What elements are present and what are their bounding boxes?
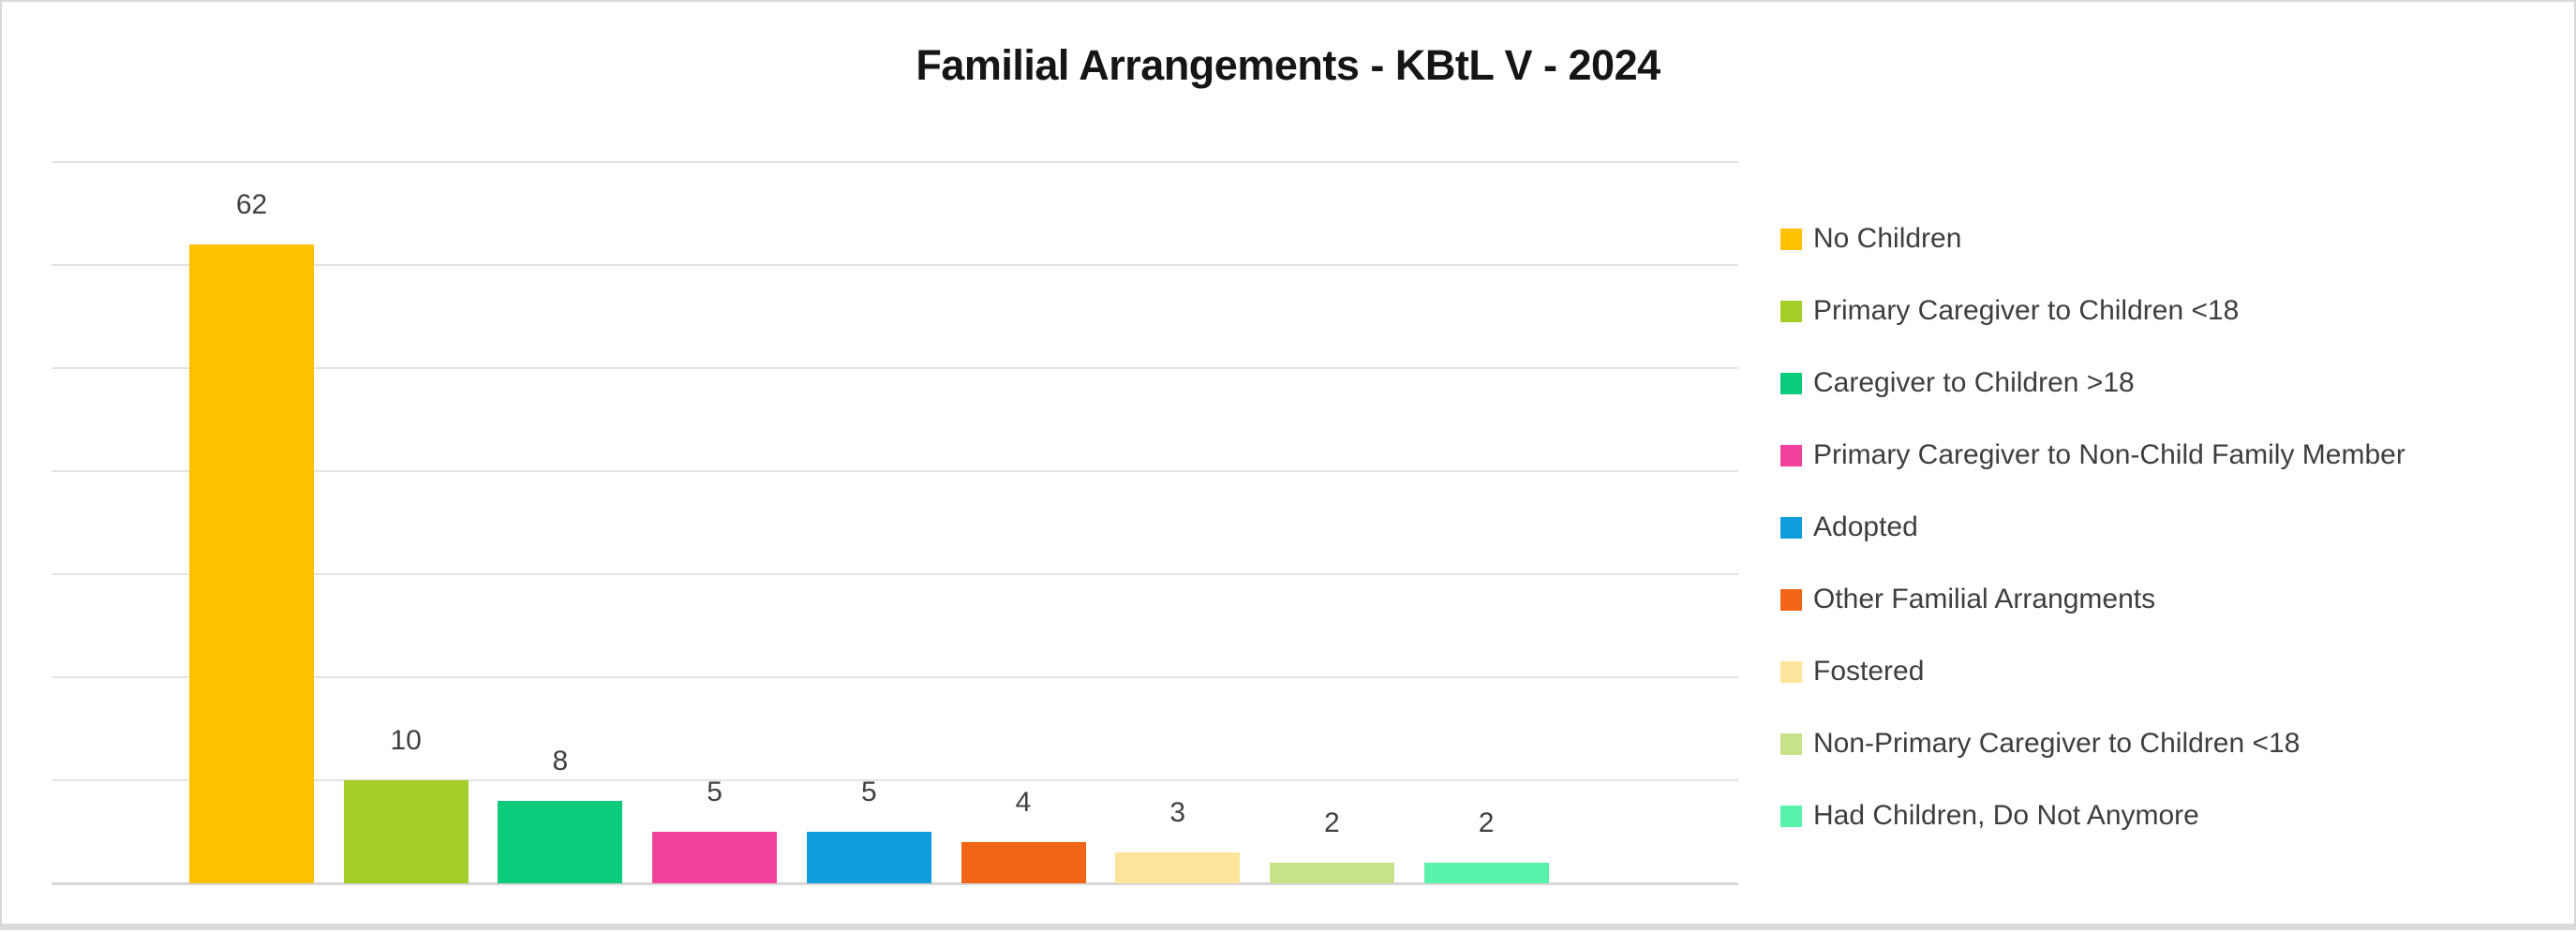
bar-had-children-do-not-anymore: [1423, 863, 1549, 883]
bar-value-label: 10: [390, 725, 422, 756]
bar-other-familial-arrangments: [960, 842, 1086, 883]
legend-label: Non-Primary Caregiver to Children <18: [1813, 728, 2301, 759]
bar-adopted: [806, 832, 931, 883]
legend-item-other-familial-arrangments: Other Familial Arrangments: [1780, 584, 2405, 615]
bar-value-label: 5: [707, 777, 722, 807]
bar-fostered: [1115, 852, 1241, 883]
bar-caregiver-to-children-18: [498, 801, 623, 883]
bar-no-children: [189, 244, 314, 883]
legend-item-caregiver-to-children-18: Caregiver to Children >18: [1780, 367, 2405, 399]
legend-label: Other Familial Arrangments: [1813, 584, 2156, 614]
legend-swatch: [1780, 372, 1802, 394]
legend-swatch: [1780, 588, 1802, 611]
legend-label: Primary Caregiver to Children <18: [1813, 295, 2240, 326]
gridline: [52, 367, 1738, 369]
bar-value-label: 62: [235, 189, 268, 220]
bar-primary-caregiver-to-children-18: [343, 780, 469, 883]
legend-swatch: [1780, 660, 1802, 683]
bar-value-label: 2: [1324, 807, 1340, 838]
bar-value-label: 4: [1015, 787, 1032, 818]
legend-swatch: [1780, 732, 1802, 755]
legend-item-no-children: No Children: [1780, 223, 2405, 255]
bar-value-label: 5: [860, 777, 877, 807]
legend-swatch: [1780, 444, 1802, 466]
legend-swatch: [1780, 228, 1802, 250]
legend-label: No Children: [1813, 223, 1962, 254]
legend-item-non-primary-caregiver-to-children-18: Non-Primary Caregiver to Children <18: [1780, 728, 2405, 760]
legend-swatch: [1780, 300, 1802, 322]
chart-title: Familial Arrangements - KBtL V - 2024: [916, 41, 1660, 89]
gridline: [52, 779, 1738, 781]
plot-area: 62 10 8 5 5 4 3 2 2: [52, 2, 1738, 932]
legend-label: Adopted: [1813, 511, 1918, 542]
legend-label: Caregiver to Children >18: [1813, 367, 2135, 398]
legend-swatch: [1780, 805, 1802, 827]
gridline: [52, 573, 1738, 575]
legend-item-adopted: Adopted: [1780, 511, 2405, 543]
legend-item-had-children-do-not-anymore: Had Children, Do Not Anymore: [1780, 800, 2405, 832]
bar-primary-caregiver-to-non-child-family-member: [652, 832, 778, 883]
gridline: [52, 161, 1738, 163]
gridline: [52, 264, 1738, 266]
legend-label: Had Children, Do Not Anymore: [1813, 800, 2199, 831]
legend-label: Primary Caregiver to Non-Child Family Me…: [1813, 439, 2405, 470]
x-axis-line: [52, 882, 1738, 885]
gridline: [52, 676, 1738, 678]
bar-non-primary-caregiver-to-children-18: [1269, 863, 1394, 883]
legend-swatch: [1780, 516, 1802, 539]
chart-legend: No Children Primary Caregiver to Children…: [1780, 223, 2405, 832]
gridline: [52, 470, 1738, 472]
bar-value-label: 8: [552, 746, 569, 777]
legend-item-primary-caregiver-to-children-18: Primary Caregiver to Children <18: [1780, 295, 2405, 327]
bar-value-label: 2: [1478, 807, 1495, 838]
legend-item-primary-caregiver-to-non-child-family-member: Primary Caregiver to Non-Child Family Me…: [1780, 439, 2405, 471]
legend-label: Fostered: [1813, 656, 1925, 687]
bar-value-label: 3: [1169, 797, 1186, 828]
legend-item-fostered: Fostered: [1780, 656, 2405, 688]
